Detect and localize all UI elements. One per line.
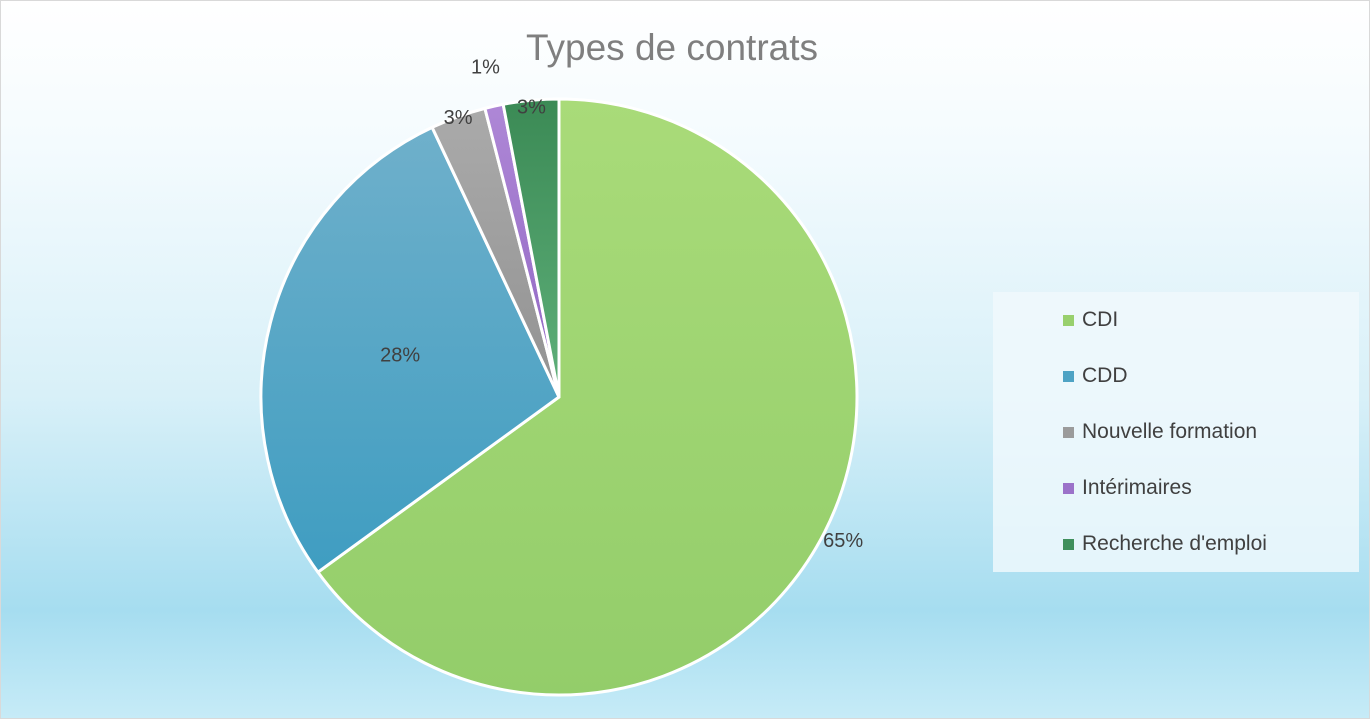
chart-title: Types de contrats [525,27,819,68]
legend-label-nouvelle-formation: Nouvelle formation [1082,420,1258,443]
legend-label-cdd: CDD [1082,364,1128,387]
legend-item-nouvelle-formation: Nouvelle formation [1063,418,1257,446]
legend-item-recherche-emploi: Recherche d'emploi [1063,530,1267,558]
legend-swatch-nouvelle-formation [1063,426,1074,438]
pie-slice-cdd [259,125,561,574]
legend-swatch-cdd [1063,370,1074,382]
legend-label-interimaires: Intérimaires [1082,476,1192,499]
data-label-cdi: 65% [823,530,863,552]
pie-slice-cdi [316,97,859,697]
legend-label-recherche-emploi: Recherche d'emploi [1082,532,1267,555]
legend-swatch-cdi [1063,314,1074,326]
legend-item-cdi: CDI [1063,306,1118,334]
legend-item-interimaires: Intérimaires [1063,474,1192,502]
legend: CDI CDD Nouvelle formation Intérimaires … [993,292,1359,572]
pie-slice-recherche-emploi [501,97,561,399]
legend-swatch-recherche-emploi [1063,538,1074,550]
legend-label-cdi: CDI [1082,308,1119,331]
legend-swatch-interimaires [1063,482,1074,494]
data-label-cdd: 28% [380,344,420,366]
legend-item-cdd: CDD [1063,362,1128,390]
data-label-recherche-emploi: 3% [517,97,546,119]
data-label-nouvelle-formation: 3% [444,107,473,129]
data-label-interimaires: 1% [471,57,500,79]
